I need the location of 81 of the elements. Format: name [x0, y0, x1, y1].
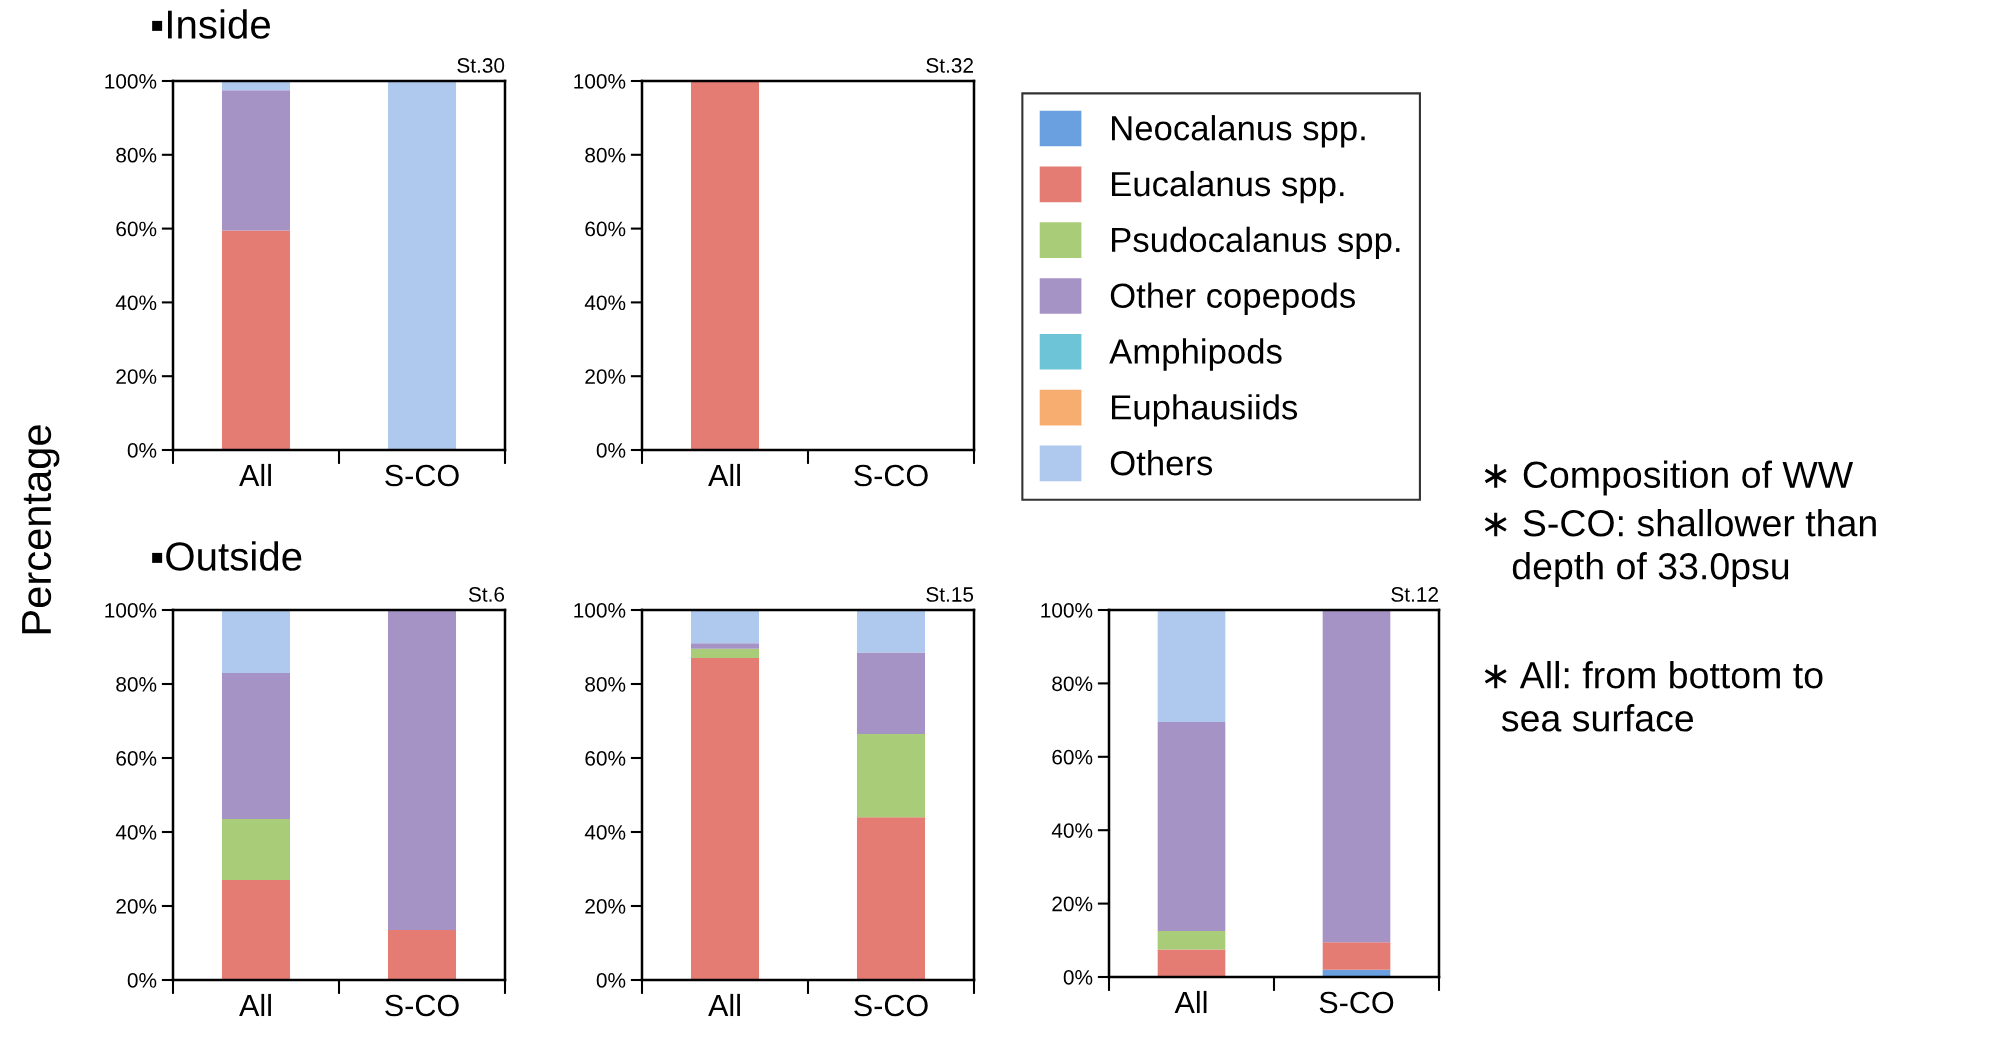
y-tick-label: 0%	[1063, 970, 1093, 985]
legend-label: Neocalanus spp.	[1112, 115, 1365, 148]
y-tick-label: 60%	[1052, 749, 1093, 765]
x-tick-label: S-CO	[385, 994, 459, 1017]
bar	[690, 648, 760, 659]
y-tick-label: 100%	[1041, 603, 1093, 618]
bar	[221, 672, 291, 820]
y-tick-label: 40%	[115, 825, 157, 840]
bar	[1157, 949, 1226, 977]
y-tick-label: 40%	[584, 295, 626, 311]
y-tick-label: 60%	[585, 221, 626, 237]
x-tick-label: S-CO	[854, 994, 928, 1017]
text: ∗ S-CO: shallower than depth of 33.0psu	[1484, 508, 1876, 588]
bar	[1322, 610, 1391, 943]
x-tick-label: All	[239, 463, 271, 487]
bar	[856, 817, 926, 980]
y-tick-label: 20%	[116, 369, 157, 384]
y-tick-label: 80%	[585, 147, 626, 163]
bar	[856, 733, 926, 818]
x-tick-label: All	[708, 463, 740, 487]
bar	[690, 658, 760, 980]
bar	[221, 880, 291, 980]
text: ∗ Composition of WW	[1484, 460, 1854, 496]
legend-label: Others	[1110, 449, 1213, 476]
legend-label: Amphipods	[1109, 338, 1282, 371]
y-tick-label: 0%	[127, 443, 157, 458]
y-tick-label: 80%	[585, 677, 626, 692]
chart-title: St.15	[926, 587, 974, 602]
legend-label: Psudocalanus spp.	[1112, 226, 1400, 260]
chart-title: St.32	[926, 58, 973, 73]
bar	[1157, 610, 1226, 722]
chart-title: St.12	[1391, 587, 1438, 602]
y-tick-label: 20%	[585, 369, 626, 384]
bar	[387, 81, 457, 450]
bar	[1157, 721, 1226, 932]
y-tick-label: 0%	[127, 973, 157, 988]
y-tick-label: 20%	[116, 899, 157, 914]
x-tick-label: S-CO	[385, 464, 459, 487]
y-tick-label: 40%	[115, 295, 157, 311]
y-tick-label: 60%	[116, 221, 157, 237]
y-tick-label: 100%	[574, 603, 626, 618]
bar	[1157, 931, 1226, 950]
text: ▪Inside	[152, 9, 270, 39]
x-tick-label: All	[708, 993, 740, 1017]
y-axis-title: Percentage	[22, 425, 60, 634]
y-tick-label: 0%	[596, 443, 626, 458]
y-tick-label: 100%	[105, 74, 157, 89]
bar	[387, 610, 457, 931]
x-tick-label: S-CO	[1319, 991, 1394, 1014]
bar	[221, 90, 291, 231]
bar	[690, 610, 760, 644]
bar	[856, 652, 926, 734]
chart-title: St.30	[457, 58, 505, 73]
y-tick-label: 100%	[105, 603, 157, 618]
y-tick-label: 80%	[116, 677, 157, 692]
bar	[221, 230, 291, 450]
y-tick-label: 100%	[574, 74, 626, 89]
y-tick-label: 60%	[585, 751, 626, 766]
bar	[387, 930, 457, 980]
text: ▪Outside	[152, 541, 302, 571]
text: ∗ All: from bottom to sea surface	[1484, 660, 1823, 732]
y-tick-label: 80%	[116, 147, 157, 163]
y-tick-label: 40%	[584, 825, 626, 840]
legend-label: Eucalanus spp.	[1112, 170, 1344, 204]
bar	[690, 643, 760, 649]
bar	[221, 819, 291, 881]
y-tick-label: 20%	[585, 899, 626, 914]
bar	[1322, 942, 1391, 970]
bar	[221, 610, 291, 673]
y-tick-label: 60%	[116, 751, 157, 766]
y-tick-label: 20%	[1052, 896, 1093, 912]
x-tick-label: All	[239, 993, 271, 1017]
y-tick-label: 40%	[1051, 823, 1093, 838]
bar	[856, 610, 926, 653]
legend-label: Other copepods	[1110, 282, 1355, 315]
x-tick-label: S-CO	[854, 464, 928, 487]
x-tick-label: All	[1174, 990, 1207, 1014]
chart-title: St.6	[468, 587, 505, 602]
y-tick-label: 80%	[1052, 676, 1093, 692]
legend-label: Euphausiids	[1112, 394, 1298, 427]
y-tick-label: 0%	[596, 973, 626, 988]
